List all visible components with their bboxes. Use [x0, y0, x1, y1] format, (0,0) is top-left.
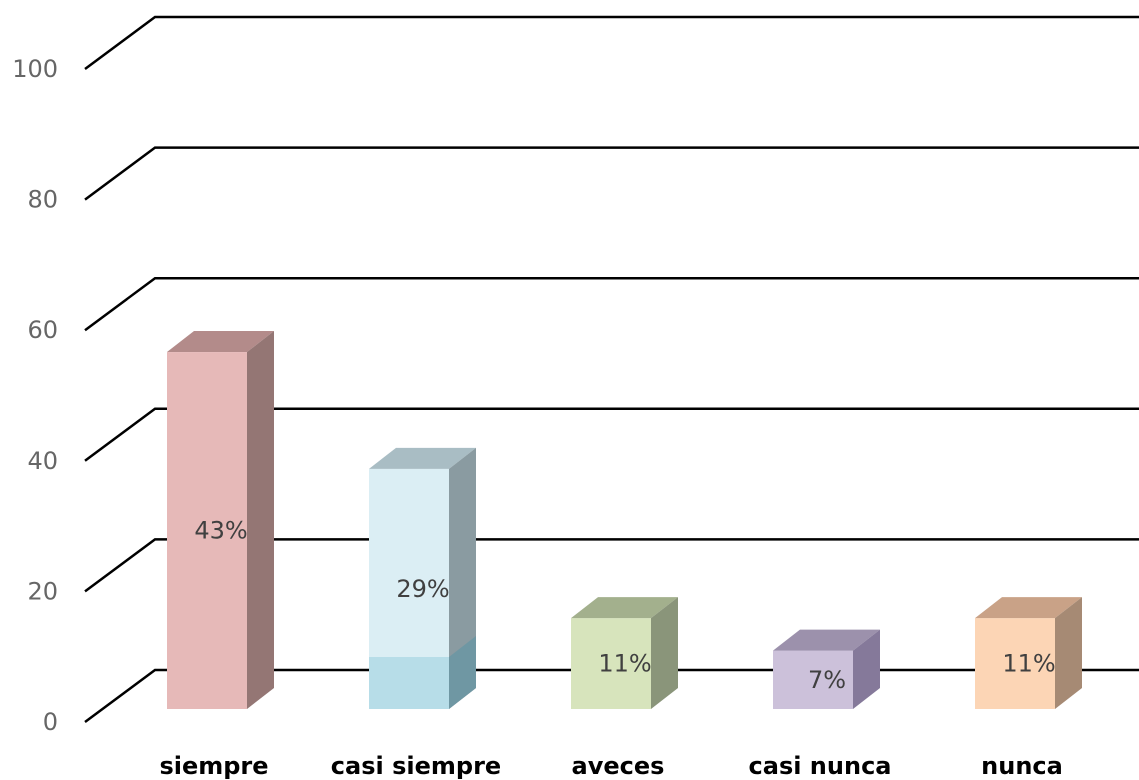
bars: 43% 29% 11% 7% 11%	[167, 331, 1082, 709]
bar-top	[571, 597, 678, 619]
bar-side	[247, 331, 274, 709]
bar-front	[975, 618, 1055, 709]
y-axis-ticks: 0 20 40 60 80 100	[12, 55, 58, 736]
y-tick-label: 80	[27, 186, 58, 214]
gridline	[84, 276, 1139, 332]
bar-top	[773, 629, 880, 651]
gridline	[84, 15, 1139, 71]
bar-side	[853, 629, 880, 709]
bar-side	[1055, 597, 1082, 709]
x-category-label: siempre	[159, 752, 268, 780]
bar-casi-siempre: 29%	[369, 447, 476, 709]
bar-top	[167, 331, 274, 353]
bar-front	[773, 650, 853, 709]
data-label: 11%	[1002, 650, 1055, 678]
bar-casi-nunca: 7%	[773, 629, 880, 709]
bar-side	[651, 597, 678, 709]
data-label: 7%	[808, 666, 846, 694]
bar-aveces: 11%	[571, 597, 678, 709]
y-tick-label: 60	[27, 316, 58, 344]
y-tick-label: 20	[27, 577, 58, 605]
bar-top	[975, 597, 1082, 619]
x-category-label: aveces	[572, 752, 665, 780]
y-tick-label: 40	[27, 447, 58, 475]
gridline	[84, 407, 1139, 462]
x-category-label: casi siempre	[331, 752, 501, 780]
x-category-label: casi nunca	[749, 752, 892, 780]
bar-siempre: 43%	[167, 331, 274, 709]
y-tick-label: 0	[43, 708, 58, 736]
bar-side-lower	[449, 636, 476, 709]
gridline	[84, 538, 1139, 593]
data-label: 11%	[598, 650, 651, 678]
y-tick-label: 100	[12, 55, 58, 83]
bar-nunca: 11%	[975, 597, 1082, 709]
data-label: 29%	[396, 575, 449, 603]
data-label: 43%	[194, 517, 247, 545]
x-category-label: nunca	[981, 752, 1063, 780]
x-axis-labels: siempre casi siempre aveces casi nunca nunca	[159, 752, 1062, 780]
bar-front	[571, 618, 651, 709]
bar-front	[167, 352, 247, 709]
bar-top	[369, 447, 476, 469]
bar-front-lower	[369, 657, 449, 709]
gridline	[84, 146, 1139, 201]
